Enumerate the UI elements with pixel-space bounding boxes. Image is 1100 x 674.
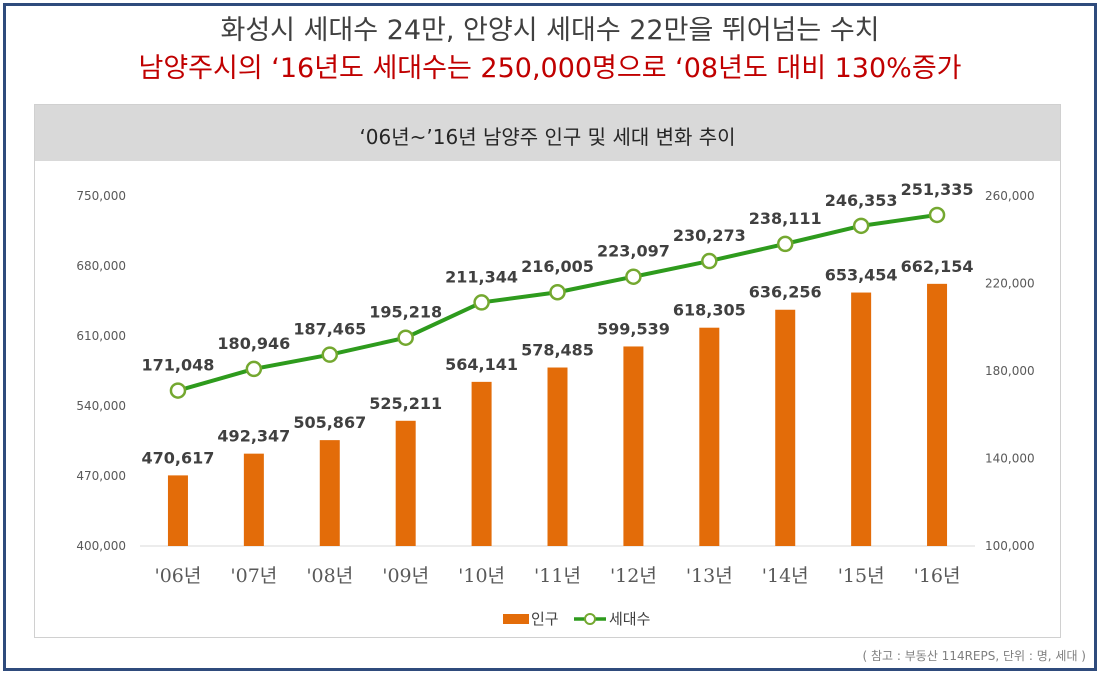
y-right-tick-label: 220,000	[985, 277, 1035, 291]
y-left-tick-label: 610,000	[76, 329, 126, 343]
bar	[775, 309, 796, 546]
bar	[927, 283, 948, 546]
line-data-label: 230,273	[673, 226, 746, 245]
bar-data-label: 525,211	[369, 394, 442, 413]
x-tick-label: '10년	[458, 565, 505, 587]
y-left-tick-label: 470,000	[76, 469, 126, 483]
bar	[851, 292, 872, 546]
chart-title-bar: ‘06년~’16년 남양주 인구 및 세대 변화 추이	[35, 105, 1060, 161]
line-point	[625, 268, 642, 285]
source-note: ( 참고 : 부동산 114REPS, 단위 : 명, 세대 )	[862, 649, 1087, 663]
y-right-tick-label: 260,000	[985, 189, 1035, 203]
bar	[471, 381, 492, 546]
bar-data-label: 636,256	[749, 283, 822, 302]
line-data-label: 251,335	[901, 180, 974, 199]
bar	[623, 346, 644, 546]
y-right-tick-label: 100,000	[985, 539, 1035, 553]
headline-line-2: 남양주시의 ‘16년도 세대수는 250,000명으로 ‘08년도 대비 130…	[138, 53, 962, 84]
x-tick-label: '15년	[838, 565, 885, 587]
bar-data-label: 492,347	[217, 427, 290, 446]
line-data-label: 195,218	[369, 303, 442, 322]
bar-data-label: 578,485	[521, 341, 594, 360]
bar	[243, 453, 264, 546]
x-tick-label: '09년	[382, 565, 429, 587]
line-point	[245, 360, 263, 378]
x-tick-label: '08년	[306, 565, 353, 587]
bar-data-label: 505,867	[293, 413, 366, 432]
x-tick-label: '12년	[610, 565, 657, 587]
y-left-tick-label: 680,000	[76, 259, 126, 273]
line-data-label: 171,048	[142, 356, 215, 375]
legend-bar-label: 인구	[531, 610, 559, 628]
line-point	[928, 206, 946, 224]
line-point	[169, 382, 187, 399]
line-data-label: 223,097	[597, 242, 670, 261]
line-data-label: 180,946	[217, 334, 290, 353]
bar-data-label: 564,141	[445, 355, 518, 374]
line-point	[473, 294, 490, 311]
bar	[547, 367, 568, 546]
y-right-tick-label: 180,000	[985, 364, 1035, 378]
line-data-label: 187,465	[293, 320, 366, 339]
legend-bar-swatch	[503, 614, 529, 624]
line-point	[852, 217, 870, 235]
line-data-label: 238,111	[749, 209, 822, 228]
bar	[395, 420, 416, 546]
bar	[699, 327, 720, 546]
y-right-tick-label: 140,000	[985, 452, 1035, 466]
line-data-label: 211,344	[445, 267, 518, 286]
bar-data-label: 618,305	[673, 301, 746, 320]
line-point	[701, 252, 718, 270]
bar	[319, 440, 340, 546]
x-tick-label: '14년	[762, 565, 809, 587]
x-tick-label: '16년	[914, 565, 961, 587]
line-point	[397, 329, 414, 346]
line-data-label: 216,005	[521, 257, 594, 276]
legend-line-label: 세대수	[609, 610, 650, 628]
bar-data-label: 662,154	[901, 257, 974, 276]
chart-title: ‘06년~’16년 남양주 인구 및 세대 변화 추이	[359, 125, 736, 149]
y-left-tick-label: 750,000	[76, 189, 126, 203]
y-left-tick-label: 400,000	[76, 539, 126, 553]
line-point	[776, 235, 794, 253]
x-tick-label: '13년	[686, 565, 733, 587]
x-tick-label: '07년	[230, 565, 277, 587]
line-data-label: 246,353	[825, 191, 898, 210]
x-tick-label: '11년	[534, 565, 581, 587]
bar-data-label: 599,539	[597, 319, 670, 338]
line-point	[321, 346, 339, 363]
x-tick-label: '06년	[155, 565, 202, 587]
bar	[167, 475, 188, 546]
legend-line-marker	[584, 613, 596, 625]
series-line	[177, 212, 938, 393]
bar-data-label: 653,454	[825, 266, 898, 285]
line-point	[549, 283, 566, 301]
bar-data-label: 470,617	[142, 448, 215, 467]
y-left-tick-label: 540,000	[76, 399, 126, 413]
headline-line-1: 화성시 세대수 24만, 안양시 세대수 22만을 뛰어넘는 수치	[220, 15, 880, 46]
